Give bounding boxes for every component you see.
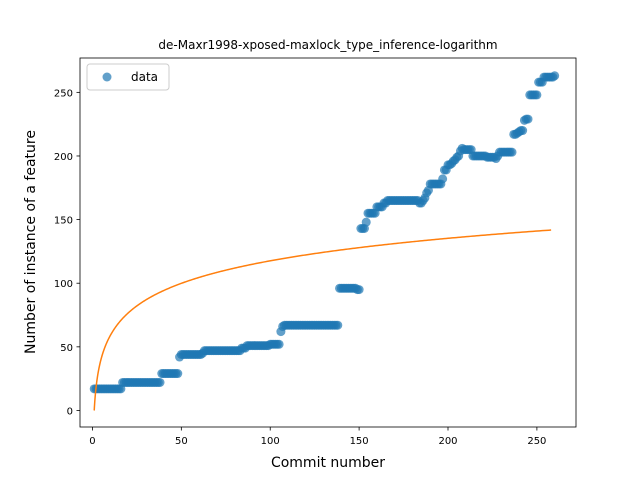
data-point-249: [532, 90, 542, 100]
data-point-149: [354, 285, 364, 295]
legend-box: [86, 63, 170, 91]
data-point-153: [361, 217, 371, 227]
x-tick-label: 100: [261, 436, 280, 447]
data-point-47: [173, 369, 183, 379]
y-axis-label: Number of instance of a feature: [23, 130, 39, 354]
x-axis: 0 50 100 150 200 250: [89, 427, 546, 447]
y-tick-label: 100: [54, 279, 73, 290]
legend: data: [86, 63, 170, 91]
x-axis-label: Commit number: [271, 455, 385, 471]
data-point-37: [155, 377, 165, 387]
legend-marker-data: [102, 72, 112, 82]
data-point-259: [550, 71, 560, 81]
chart-title: de-Maxr1998-xposed-maxlock_type_inferenc…: [158, 38, 497, 52]
y-tick-label: 200: [54, 152, 73, 163]
axes-frame: [79, 57, 577, 428]
y-tick-label: 150: [54, 216, 73, 227]
x-tick-label: 250: [527, 436, 546, 447]
data-point-235: [507, 147, 517, 157]
y-tick-label: 250: [54, 88, 73, 99]
plot-area: [79, 57, 577, 428]
x-tick-label: 0: [89, 436, 95, 447]
y-tick-label: 50: [60, 343, 73, 354]
data-point-104: [274, 339, 284, 349]
legend-label-data: data: [131, 70, 158, 84]
data-point-137: [333, 320, 343, 330]
fit-line: [93, 229, 552, 411]
y-tick-label: 0: [67, 406, 73, 417]
y-axis: 0 50 100 150 200 250: [54, 88, 80, 417]
x-tick-label: 200: [438, 436, 457, 447]
data-point-241: [518, 126, 528, 136]
x-tick-label: 150: [350, 436, 369, 447]
data-point-196: [438, 174, 448, 184]
data-point-244: [523, 114, 533, 124]
x-tick-label: 50: [175, 436, 188, 447]
